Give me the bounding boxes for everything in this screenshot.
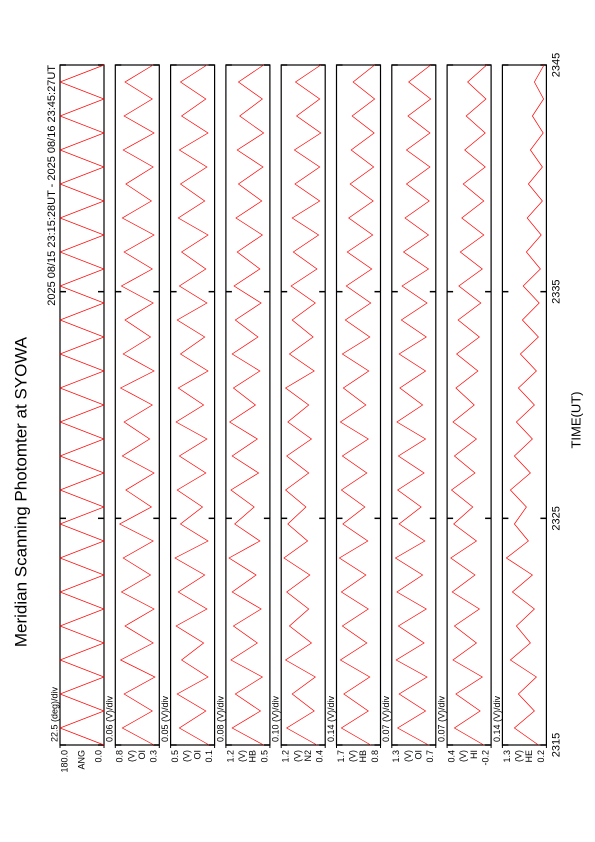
unit-label: (V) — [126, 750, 136, 762]
y-tick-label: 1.2 — [225, 750, 235, 763]
unit-label: (V) — [237, 750, 247, 762]
unit-label: (V) — [513, 750, 523, 762]
channel-label: HE — [524, 750, 534, 763]
trace — [394, 64, 432, 746]
panel-frame — [391, 64, 437, 746]
chart-subtitle: 2025 08/15 23:15:28UT - 2025 08/16 23:45… — [46, 65, 58, 306]
y-tick-label: 1.2 — [281, 750, 291, 763]
y-tick-label: 1.3 — [502, 750, 512, 763]
panel-frame — [114, 64, 160, 746]
unit-label: (V) — [458, 750, 468, 762]
y-tick-label: 0.8 — [115, 750, 125, 763]
scale-label: 0.07 (V)/div — [436, 695, 446, 742]
scale-label: 0.14 (V)/div — [492, 695, 502, 742]
y-tick-label: 0.7 — [425, 750, 435, 763]
panel-frame — [335, 64, 382, 746]
unit-label: (V) — [403, 750, 413, 762]
trace — [59, 64, 105, 746]
y-tick-label: 0.1 — [204, 750, 214, 763]
x-tick-label: 2335 — [550, 279, 562, 303]
y-tick-label: 1.3 — [391, 750, 401, 763]
x-axis-label: TIME(UT) — [568, 391, 583, 448]
y-tick-label: 0.0 — [93, 750, 103, 763]
unit-label: (V) — [292, 750, 302, 762]
y-tick-label: 1.7 — [336, 750, 346, 763]
y-tick-label: -0.2 — [480, 750, 490, 766]
trace — [505, 64, 545, 746]
channel-label: OI — [192, 750, 202, 760]
channel-label: HI — [469, 750, 479, 759]
channel-label: OI — [137, 750, 147, 760]
channel-label: ANG — [76, 750, 86, 770]
rotated-plot: Meridian Scanning Photomter at SYOWA 202… — [11, 53, 583, 773]
trace — [338, 64, 376, 746]
channel-label: N2 — [303, 750, 313, 762]
x-tick-label: 2325 — [550, 506, 562, 530]
y-tick-label: 0.4 — [315, 750, 325, 763]
panel-frame — [225, 64, 271, 746]
panel-frame — [446, 64, 492, 746]
y-tick-label: 0.3 — [149, 750, 159, 763]
panel-frame — [501, 64, 547, 746]
scale-label: 0.07 (V)/div — [381, 695, 391, 742]
y-tick-label: 0.5 — [170, 750, 180, 763]
panel-frame — [59, 64, 105, 746]
scale-label: 22.5 (deg)/div — [49, 686, 59, 742]
unit-label: (V) — [182, 750, 192, 762]
x-tick-label: 2345 — [550, 53, 562, 77]
channel-label: HB — [358, 750, 368, 763]
unit-label: (V) — [348, 750, 358, 762]
scale-label: 0.10 (V)/div — [271, 695, 281, 742]
scale-label: 0.05 (V)/div — [160, 695, 170, 742]
scale-label: 0.08 (V)/div — [215, 695, 225, 742]
y-tick-label: 0.4 — [446, 750, 456, 763]
trace — [118, 64, 156, 746]
y-tick-label: 0.2 — [536, 750, 546, 763]
channel-label: OI — [413, 750, 423, 760]
channel-label: HB — [248, 750, 258, 763]
y-tick-label: 0.5 — [259, 750, 269, 763]
y-tick-label: 0.8 — [370, 750, 380, 763]
trace — [174, 64, 210, 746]
chart-title: Meridian Scanning Photomter at SYOWA — [11, 336, 30, 647]
trace — [450, 64, 487, 746]
x-tick-label: 2315 — [550, 733, 562, 757]
panel-frame — [280, 64, 326, 746]
trace — [228, 64, 265, 746]
scale-label: 0.14 (V)/div — [326, 695, 336, 742]
trace — [283, 64, 322, 746]
panel-frame — [170, 64, 216, 746]
y-tick-label: 180.0 — [59, 750, 69, 773]
scale-label: 0.06 (V)/div — [105, 695, 115, 742]
